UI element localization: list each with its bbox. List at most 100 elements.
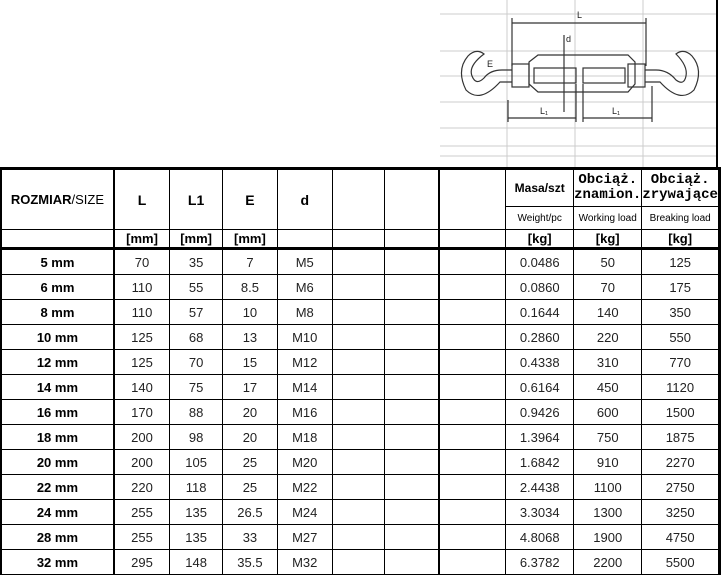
- cell-size: 22 mm: [0, 474, 115, 500]
- cell-d: M20: [276, 449, 333, 475]
- cell-L: 140: [112, 374, 171, 400]
- cell-breaking-load: 5500: [641, 549, 721, 575]
- cell-working-load: 750: [573, 424, 643, 450]
- cell-empty-2: [384, 299, 440, 325]
- table-row: 16 mm 170 88 20 M16 0.9426 600 1500: [0, 399, 721, 425]
- header-L: L: [112, 167, 171, 230]
- cell-E: 8.5: [222, 274, 278, 300]
- cell-mass: 4.8068: [505, 524, 575, 550]
- header-E: E: [222, 167, 278, 230]
- diagram-label-L: L: [577, 10, 582, 20]
- cell-d: M18: [276, 424, 333, 450]
- cell-L1: 148: [169, 549, 224, 575]
- cell-breaking-load: 1875: [641, 424, 721, 450]
- cell-d: M16: [276, 399, 333, 425]
- header-breaking-load-en: Breaking load: [641, 206, 721, 230]
- cell-breaking-load: 1120: [641, 374, 721, 400]
- unit-breaking-load: [kg]: [641, 229, 721, 250]
- unit-d: [276, 229, 333, 250]
- cell-empty-1: [331, 449, 386, 475]
- cell-mass: 6.3782: [505, 549, 575, 575]
- cell-breaking-load: 4750: [641, 524, 721, 550]
- table-row: 22 mm 220 118 25 M22 2.4438 1100 2750: [0, 474, 721, 500]
- cell-working-load: 600: [573, 399, 643, 425]
- cell-L1: 98: [169, 424, 224, 450]
- cell-size: 10 mm: [0, 324, 115, 350]
- diagram-label-d: d: [566, 34, 571, 44]
- cell-empty-2: [384, 449, 440, 475]
- cell-breaking-load: 350: [641, 299, 721, 325]
- cell-empty-3: [438, 349, 507, 375]
- table-row: 5 mm 70 35 7 M5 0.0486 50 125: [0, 248, 721, 275]
- cell-E: 13: [222, 324, 278, 350]
- cell-breaking-load: 125: [641, 248, 721, 275]
- cell-d: M27: [276, 524, 333, 550]
- cell-L1: 75: [169, 374, 224, 400]
- header-empty-1: [331, 167, 386, 230]
- cell-working-load: 1100: [573, 474, 643, 500]
- cell-empty-3: [438, 248, 507, 275]
- table-row: 20 mm 200 105 25 M20 1.6842 910 2270: [0, 449, 721, 475]
- cell-mass: 0.0860: [505, 274, 575, 300]
- cell-L: 295: [112, 549, 171, 575]
- cell-L: 70: [112, 248, 171, 275]
- cell-empty-1: [331, 349, 386, 375]
- header-d: d: [276, 167, 333, 230]
- cell-empty-3: [438, 499, 507, 525]
- cell-empty-1: [331, 499, 386, 525]
- cell-empty-1: [331, 424, 386, 450]
- table-row: 18 mm 200 98 20 M18 1.3964 750 1875: [0, 424, 721, 450]
- diagram-label-L1-right: L₁: [612, 106, 620, 116]
- cell-E: 20: [222, 424, 278, 450]
- cell-size: 20 mm: [0, 449, 115, 475]
- turnbuckle-hook-hook-drawing: L d E L₁ L₁: [440, 0, 716, 168]
- cell-E: 7: [222, 248, 278, 275]
- cell-empty-1: [331, 324, 386, 350]
- cell-d: M12: [276, 349, 333, 375]
- cell-d: M22: [276, 474, 333, 500]
- cell-empty-1: [331, 248, 386, 275]
- unit-size: [0, 229, 115, 250]
- cell-mass: 3.3034: [505, 499, 575, 525]
- cell-mass: 1.3964: [505, 424, 575, 450]
- cell-empty-1: [331, 524, 386, 550]
- unit-empty-2: [384, 229, 440, 250]
- cell-empty-3: [438, 399, 507, 425]
- cell-mass: 1.6842: [505, 449, 575, 475]
- cell-empty-2: [384, 324, 440, 350]
- cell-empty-2: [384, 374, 440, 400]
- cell-L1: 118: [169, 474, 224, 500]
- diagram-label-L1-left: L₁: [540, 106, 548, 116]
- cell-L1: 88: [169, 399, 224, 425]
- cell-E: 17: [222, 374, 278, 400]
- table-row: 28 mm 255 135 33 M27 4.8068 1900 4750: [0, 524, 721, 550]
- cell-d: M32: [276, 549, 333, 575]
- cell-size: 12 mm: [0, 349, 115, 375]
- header-working-load-en: Working load: [573, 206, 643, 230]
- cell-E: 35.5: [222, 549, 278, 575]
- cell-E: 25: [222, 474, 278, 500]
- cell-empty-3: [438, 374, 507, 400]
- unit-L: [mm]: [112, 229, 171, 250]
- header-mass-en: Weight/pc: [505, 206, 575, 230]
- cell-working-load: 220: [573, 324, 643, 350]
- cell-working-load: 1900: [573, 524, 643, 550]
- cell-empty-2: [384, 248, 440, 275]
- header-working-load: Obciąż. znamion.: [573, 167, 643, 207]
- cell-d: M14: [276, 374, 333, 400]
- header-breaking-load: Obciąż. zrywające: [641, 167, 721, 207]
- cell-L1: 105: [169, 449, 224, 475]
- cell-working-load: 450: [573, 374, 643, 400]
- cell-L: 220: [112, 474, 171, 500]
- cell-E: 25: [222, 449, 278, 475]
- cell-working-load: 310: [573, 349, 643, 375]
- cell-L: 200: [112, 424, 171, 450]
- cell-L: 110: [112, 299, 171, 325]
- cell-L1: 70: [169, 349, 224, 375]
- cell-empty-3: [438, 524, 507, 550]
- diagram-label-E: E: [487, 59, 493, 69]
- cell-mass: 0.2860: [505, 324, 575, 350]
- cell-L: 170: [112, 399, 171, 425]
- table-row: 8 mm 110 57 10 M8 0.1644 140 350: [0, 299, 721, 325]
- unit-E: [mm]: [222, 229, 278, 250]
